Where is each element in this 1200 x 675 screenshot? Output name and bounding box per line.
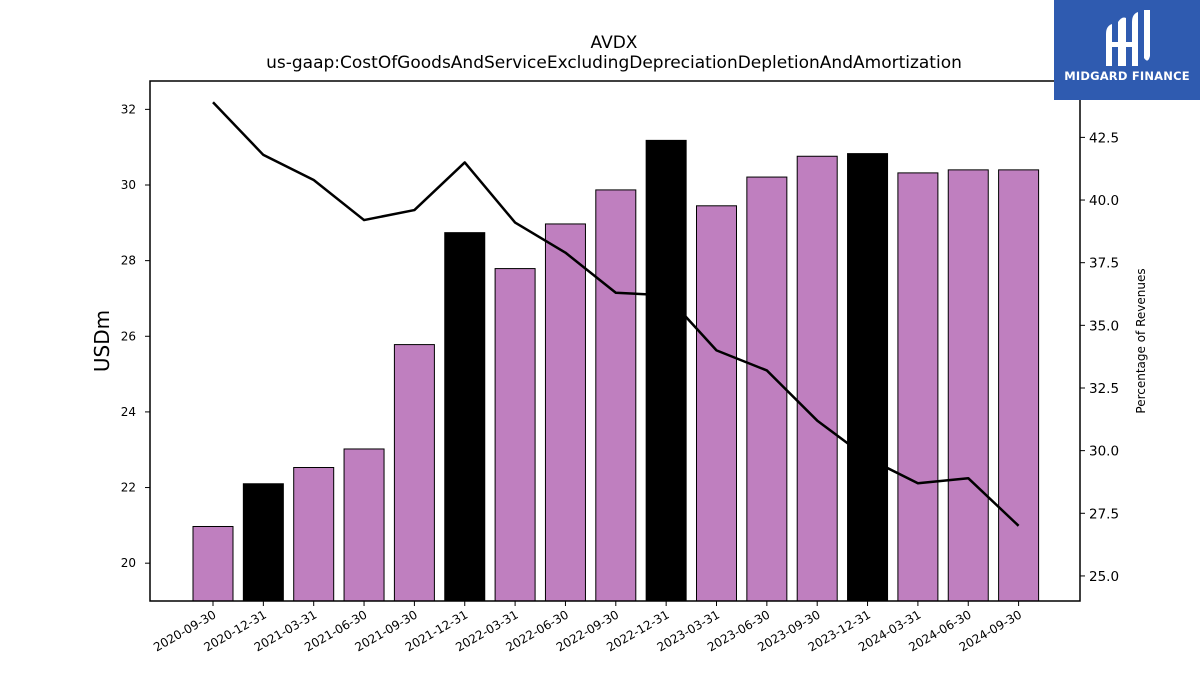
- y2-tick-label: 27.5: [1089, 506, 1119, 522]
- y-tick-label: 30: [121, 178, 136, 192]
- chart-subtitle: us-gaap:CostOfGoodsAndServiceExcludingDe…: [266, 53, 962, 73]
- bar-2021-12-31: [444, 232, 486, 602]
- percentage-line: [212, 101, 1020, 527]
- bar-2023-12-31: [847, 153, 889, 602]
- bar-2022-12-31: [645, 139, 687, 602]
- bar-2024-09-30: [998, 169, 1040, 602]
- midgard-finance-logo: MIDGARD FINANCE: [1054, 0, 1200, 100]
- y2-tick-label: 25.0: [1089, 569, 1119, 585]
- bar-series: [192, 139, 1040, 602]
- bar-2023-09-30: [796, 155, 838, 602]
- plot-frame: [149, 80, 1081, 602]
- chart-title: AVDX: [591, 33, 638, 53]
- y-tick-label: 22: [121, 481, 136, 495]
- bar-2022-03-31: [494, 268, 536, 602]
- bar-2022-06-30: [544, 223, 586, 602]
- bar-2021-09-30: [393, 344, 435, 602]
- x-axis: 2020-09-302020-12-312021-03-312021-06-30…: [151, 601, 1024, 654]
- line-series: [212, 101, 1020, 527]
- y-tick-label: 20: [121, 556, 136, 570]
- y-tick-label: 26: [121, 329, 136, 343]
- bar-2023-03-31: [696, 205, 737, 602]
- y2-axis-label: Percentage of Revenues: [1134, 268, 1148, 413]
- logo-text: MIDGARD FINANCE: [1064, 69, 1190, 83]
- bar-2020-09-30: [192, 525, 234, 602]
- bar-2024-06-30: [947, 169, 989, 602]
- y2-tick-label: 35.0: [1089, 318, 1119, 334]
- bar-2020-12-31: [242, 483, 284, 602]
- y2-tick-label: 32.5: [1089, 381, 1119, 397]
- y-axis-right: 25.0 27.5 30.0 32.5 35.0 37.5 40.0 42.5: [1080, 130, 1119, 585]
- bar-2022-09-30: [595, 189, 637, 602]
- midgard-logo-icon: [1106, 10, 1150, 66]
- y2-tick-label: 40.0: [1089, 193, 1119, 209]
- bar-2021-06-30: [343, 448, 385, 602]
- y2-tick-label: 30.0: [1089, 444, 1119, 460]
- y-tick-label: 24: [121, 405, 136, 419]
- y2-tick-label: 37.5: [1089, 256, 1119, 272]
- y-axis-left: 20 22 24 26 28 30 32: [121, 102, 150, 570]
- bar-2023-06-30: [746, 176, 788, 602]
- y2-tick-label: 42.5: [1089, 130, 1119, 146]
- y-tick-label: 28: [121, 254, 136, 268]
- bar-2024-03-31: [897, 172, 939, 602]
- y-tick-label: 32: [121, 102, 136, 116]
- bar-2021-03-31: [293, 467, 335, 602]
- y-axis-label: USDm: [90, 310, 114, 372]
